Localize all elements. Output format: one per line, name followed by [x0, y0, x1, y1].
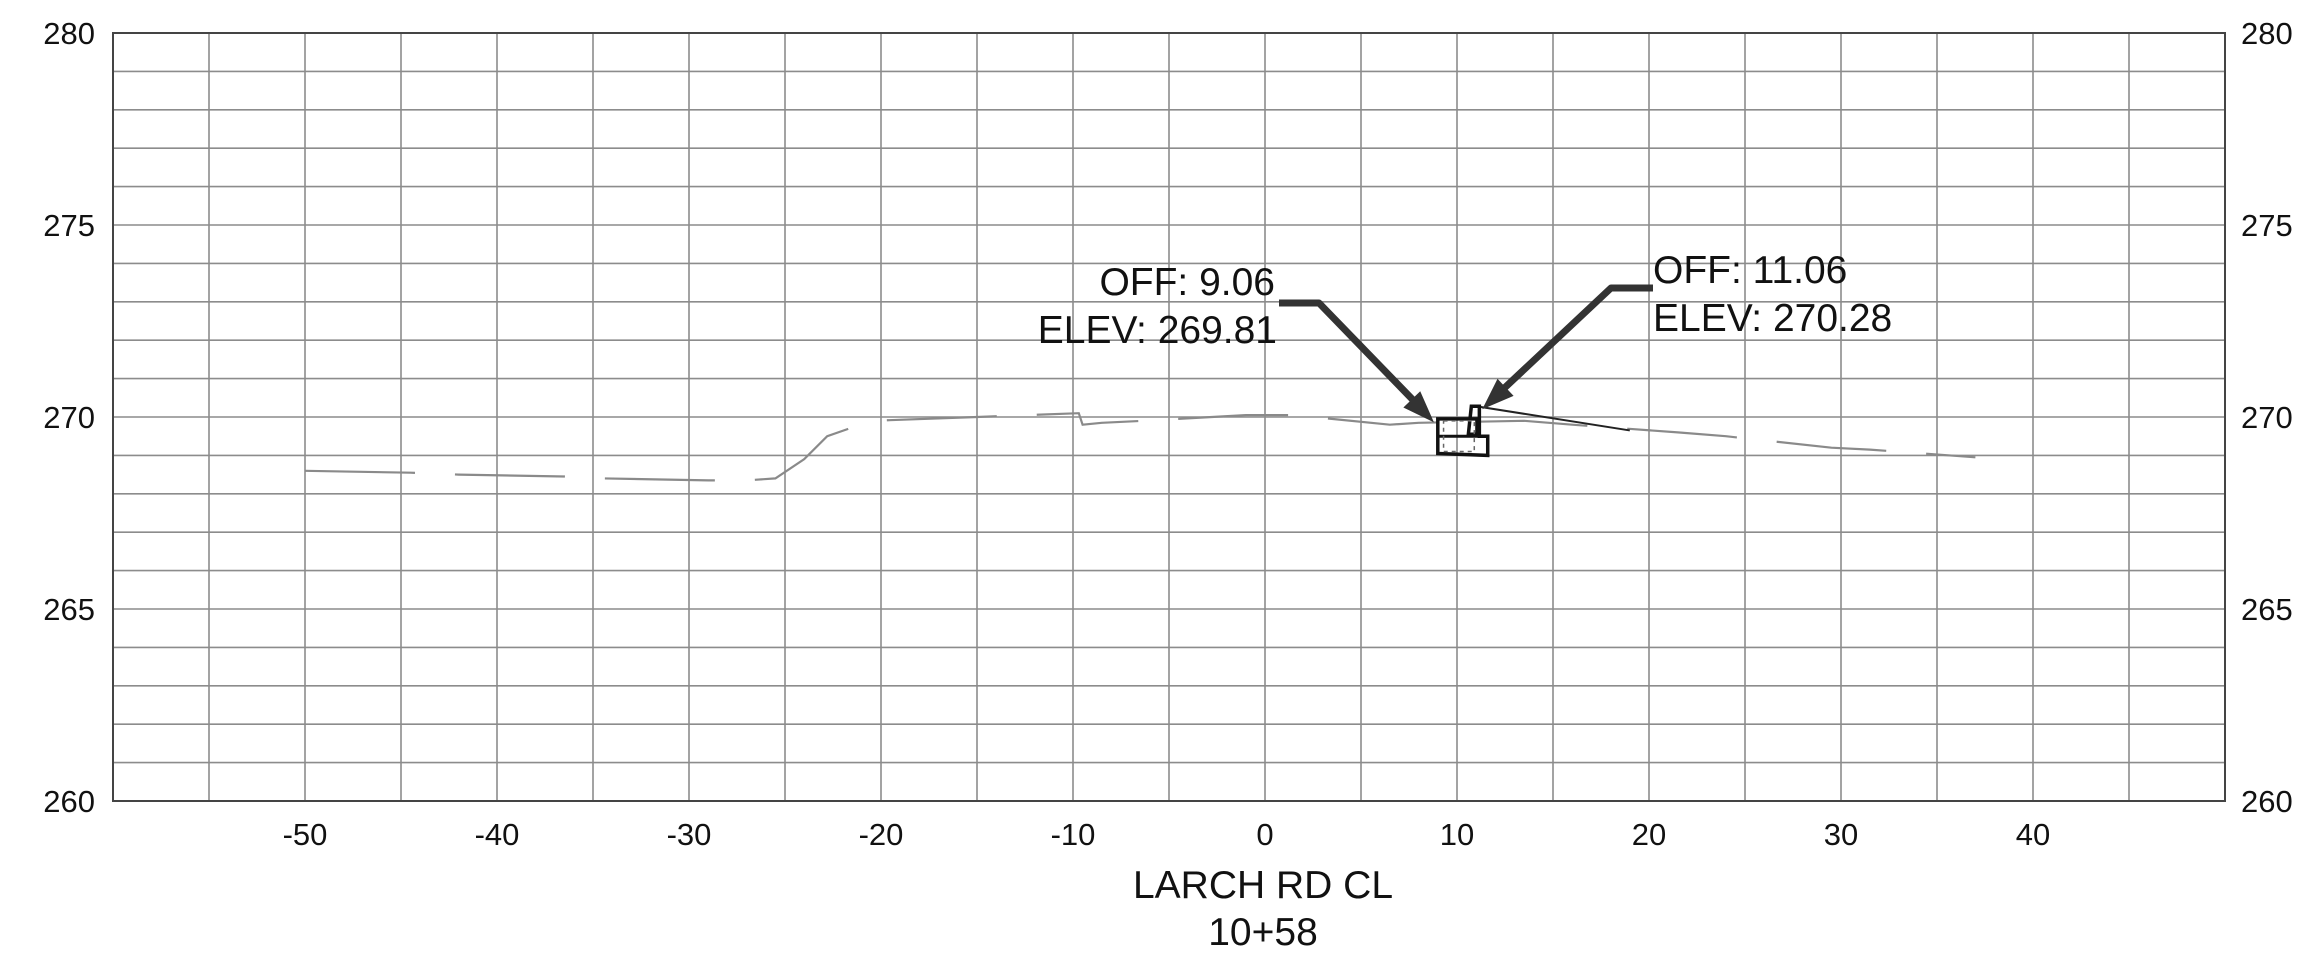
- x-tick-label: -10: [1051, 817, 1096, 852]
- y-tick-label-left: 275: [43, 208, 95, 243]
- annotation-left-elevation: ELEV: 269.81: [1038, 309, 1277, 352]
- y-axis-left: 260 265 270 275 280: [43, 16, 95, 819]
- y-axis-right: 260 265 270 275 280: [2241, 16, 2293, 819]
- annotation-right-elevation: ELEV: 270.28: [1653, 297, 1892, 340]
- curb-structure: [1436, 404, 1490, 458]
- y-tick-label-left: 270: [43, 400, 95, 435]
- x-tick-label: 10: [1440, 817, 1474, 852]
- y-tick-label-left: 280: [43, 16, 95, 51]
- y-tick-label-right: 270: [2241, 400, 2293, 435]
- y-tick-label-right: 275: [2241, 208, 2293, 243]
- x-tick-label: 30: [1824, 817, 1858, 852]
- x-axis: -50 -40 -30 -20 -10 0 10 20 30 40: [283, 817, 2051, 852]
- annotation-right-offset: OFF: 11.06: [1653, 249, 1847, 292]
- ground-profile-line: [304, 412, 1976, 482]
- x-tick-label: -50: [283, 817, 328, 852]
- x-tick-label: -20: [859, 817, 904, 852]
- y-tick-label-right: 260: [2241, 784, 2293, 819]
- x-tick-label: -40: [475, 817, 520, 852]
- y-tick-label-left: 265: [43, 592, 95, 627]
- leader-right: [1488, 284, 1653, 403]
- annotation-leaders: [1279, 284, 1653, 423]
- finished-grade-line: [1476, 405, 1630, 432]
- plot-frame: [112, 32, 2226, 802]
- major-grid: [208, 33, 2130, 801]
- y-tick-label-right: 265: [2241, 592, 2293, 627]
- x-tick-label: 20: [1632, 817, 1666, 852]
- leader-left: [1279, 299, 1428, 415]
- annotation-left-offset: OFF: 9.06: [1099, 261, 1275, 304]
- arrowhead-left: [1403, 391, 1434, 423]
- x-tick-label: 40: [2016, 817, 2050, 852]
- x-tick-label: -30: [667, 817, 712, 852]
- arrowhead-right: [1482, 378, 1514, 410]
- curb-outline: [1436, 404, 1490, 458]
- station-label: 10+58: [1208, 911, 1318, 954]
- alignment-name: LARCH RD CL: [1133, 864, 1393, 907]
- y-tick-label-right: 280: [2241, 16, 2293, 51]
- existing-ground-profile: [304, 405, 1976, 482]
- curb-hidden-line: [1442, 420, 1476, 453]
- y-tick-label-left: 260: [43, 784, 95, 819]
- x-tick-label: 0: [1256, 817, 1273, 852]
